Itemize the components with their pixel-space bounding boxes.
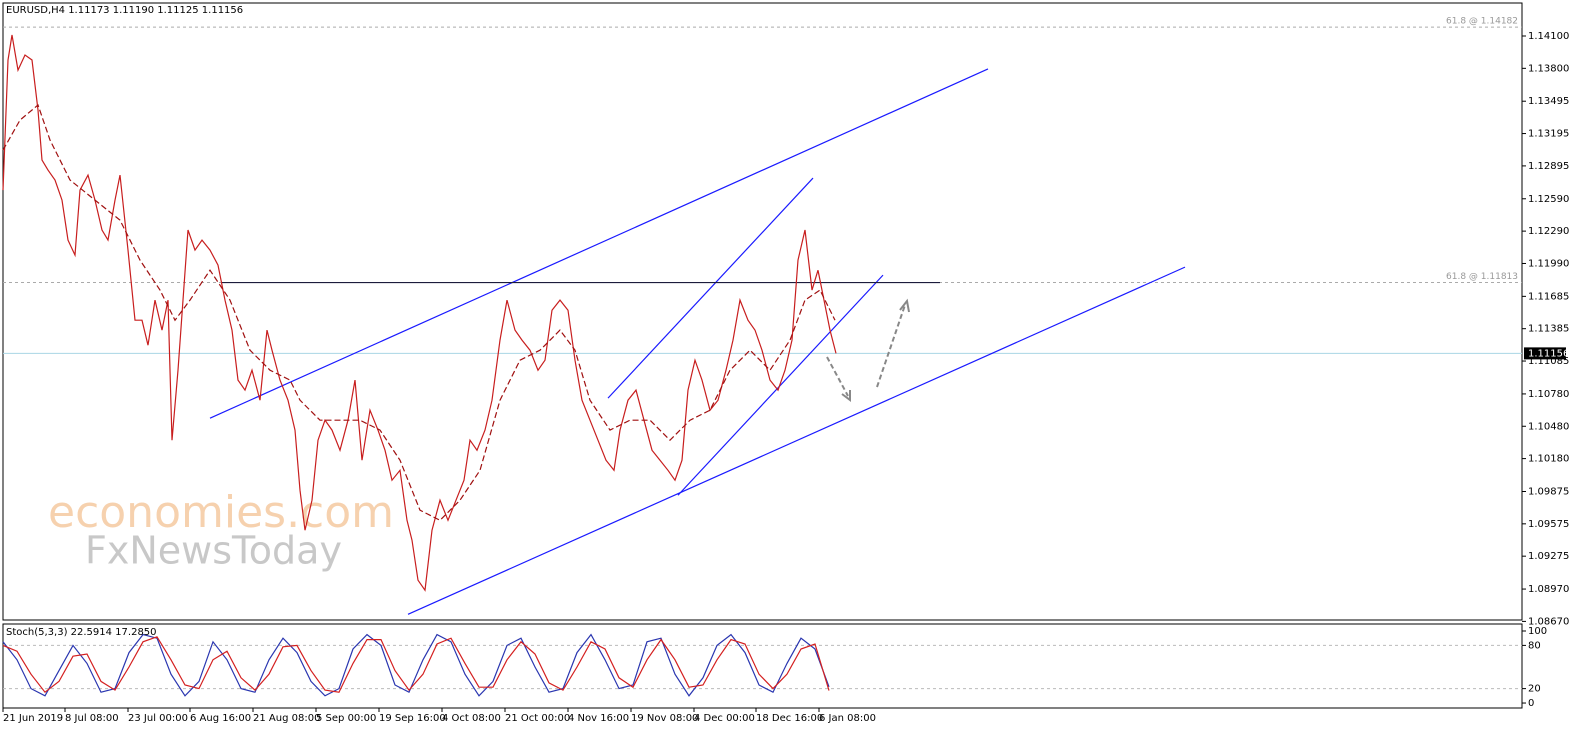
series-line [2, 636, 830, 694]
arrow-down [826, 356, 849, 397]
y-tick-label: 1.13800 [1528, 63, 1569, 74]
x-tick-label: 18 Dec 16:00 [756, 713, 823, 724]
y-tick-label: 1.10780 [1528, 389, 1569, 400]
y-tick-label: 1.14100 [1528, 31, 1569, 42]
y-tick-label: 1.11085 [1528, 356, 1569, 367]
arrow-up [876, 304, 906, 388]
stoch-panel [2, 623, 1523, 709]
y-tick-label: 1.09275 [1528, 551, 1569, 562]
trendline [607, 177, 814, 399]
y-tick-label: 1.12895 [1528, 161, 1569, 172]
x-tick-label: 4 Dec 00:00 [694, 713, 755, 724]
chart-title: EURUSD,H4 1.11173 1.11190 1.11125 1.1115… [6, 5, 243, 16]
y-tick-label: 1.08970 [1528, 584, 1569, 595]
x-tick-label: 8 Jul 08:00 [65, 713, 119, 724]
y-tick-label: 1.09575 [1528, 519, 1569, 530]
y-tick-label: 1.11990 [1528, 258, 1569, 269]
y-tick-label: 1.12590 [1528, 194, 1569, 205]
y-tick-label: 1.10480 [1528, 421, 1569, 432]
arrow-head [899, 298, 910, 313]
x-tick-label: 19 Sep 16:00 [379, 713, 446, 724]
x-tick-label: 19 Nov 08:00 [631, 713, 698, 724]
x-tick-label: 23 Jul 00:00 [128, 713, 188, 724]
x-tick-label: 4 Oct 08:00 [442, 713, 501, 724]
x-tick-label: 4 Nov 16:00 [568, 713, 629, 724]
y-tick-label: 1.11685 [1528, 291, 1569, 302]
series-line [2, 103, 836, 522]
y-tick-label: 0 [1528, 698, 1534, 709]
x-tick-label: 21 Jun 2019 [3, 713, 63, 724]
price-panel [2, 2, 1523, 621]
level-label: 61.8 @ 1.11813 [1446, 272, 1518, 282]
y-tick-label: 80 [1528, 640, 1541, 651]
series-line [2, 633, 830, 697]
y-tick-label: 1.13495 [1528, 96, 1569, 107]
series-line [2, 34, 837, 592]
x-tick-label: 6 Aug 16:00 [190, 713, 251, 724]
y-tick-label: 100 [1528, 626, 1547, 637]
trendline [209, 68, 989, 419]
y-tick-label: 1.09875 [1528, 486, 1569, 497]
watermark: FxNewsToday [85, 529, 342, 573]
y-tick-label: 1.10180 [1528, 454, 1569, 465]
x-tick-label: 21 Oct 00:00 [505, 713, 570, 724]
price-tag-label: 1.11156 [1528, 348, 1569, 359]
trendline [407, 266, 1186, 615]
x-tick-label: 21 Aug 08:00 [253, 713, 320, 724]
y-tick-label: 20 [1528, 684, 1541, 695]
arrow-head [841, 390, 851, 402]
y-tick-label: 1.13195 [1528, 129, 1569, 140]
y-tick-label: 1.11385 [1528, 324, 1569, 335]
x-tick-label: 6 Jan 08:00 [819, 713, 876, 724]
indicator-title: Stoch(5,3,3) 22.5914 17.2850 [6, 627, 157, 638]
x-tick-label: 5 Sep 00:00 [316, 713, 376, 724]
y-tick-label: 1.12290 [1528, 226, 1569, 237]
plot-layer: 1.14100 1.13800 1.13495 1.13195 1.12895 1.125… [2, 17, 1569, 724]
watermark: economies.com [48, 487, 394, 538]
level-label: 61.8 @ 1.14182 [1446, 17, 1518, 27]
y-tick-label: 1.08670 [1528, 616, 1569, 627]
price-tag [1524, 347, 1566, 360]
trendline [677, 274, 884, 496]
